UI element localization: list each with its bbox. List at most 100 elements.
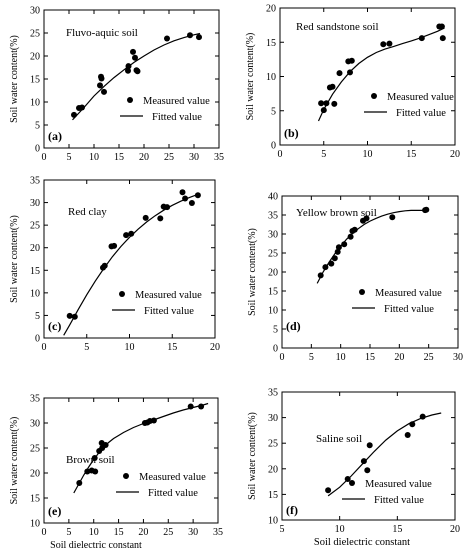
legend-marker-measured <box>119 291 125 297</box>
measured-point <box>91 455 98 461</box>
measured-point <box>322 264 329 271</box>
measured-point <box>404 432 411 438</box>
measured-point <box>348 57 355 64</box>
x-tick-label: 15 <box>114 152 124 163</box>
measured-point <box>125 67 131 74</box>
y-tick-label: 25 <box>30 444 40 455</box>
x-tick-label: 35 <box>214 152 224 163</box>
y-tick-label: 0 <box>35 334 40 345</box>
x-tick-label: 5 <box>321 149 326 160</box>
y-tick-label: 10 <box>266 72 276 83</box>
measured-point <box>125 63 132 70</box>
legend-marker-measured <box>349 480 355 486</box>
measured-point <box>194 192 201 199</box>
measured-point <box>123 232 130 239</box>
measured-point <box>419 413 426 420</box>
fitted-curve <box>72 32 201 121</box>
legend-marker-measured <box>123 473 129 479</box>
y-tick-label: 20 <box>268 464 278 475</box>
measured-point <box>97 82 103 89</box>
y-tick-label: 40 <box>268 192 278 203</box>
panel-label: (f) <box>286 503 298 517</box>
legend-label-fitted: Fitted value <box>396 108 446 119</box>
x-tick-label: 20 <box>450 149 460 160</box>
x-tick-label: 20 <box>138 527 148 538</box>
measured-point <box>329 83 336 90</box>
x-axis-label-right: Soil dielectric constant <box>314 537 410 548</box>
measured-point <box>331 100 338 107</box>
y-tick-label: 35 <box>30 394 40 405</box>
measured-point <box>157 215 164 222</box>
measured-point <box>331 255 338 262</box>
y-tick-label: 30 <box>30 198 40 209</box>
panel-label: (e) <box>48 504 61 518</box>
y-tick-label: 15 <box>268 490 278 501</box>
x-tick-label: 10 <box>89 527 99 538</box>
legend-label-fitted: Fitted value <box>152 112 202 123</box>
panel-label: (a) <box>48 129 62 143</box>
measured-point <box>364 467 371 474</box>
legend-label-fitted: Fitted value <box>374 495 424 506</box>
y-tick-label: 15 <box>30 494 40 505</box>
legend-marker-measured <box>359 289 365 295</box>
measured-point <box>142 214 149 221</box>
legend-label-measured: Measured value <box>387 92 454 103</box>
y-tick-label: 0 <box>35 144 40 155</box>
measured-point <box>323 100 330 107</box>
measured-point <box>336 70 343 77</box>
measured-point <box>347 233 354 240</box>
x-tick-label: 20 <box>450 524 460 535</box>
chart-panel-4: 0 5 10 15 20 25 30 0 5 10 15 20 25 30 35 40 Yellow brown… <box>247 192 463 364</box>
measured-point <box>198 403 205 410</box>
x-tick-label: 20 <box>139 152 149 163</box>
measured-point <box>128 230 135 237</box>
y-tick-label: 10 <box>268 516 278 527</box>
measured-point <box>386 40 393 47</box>
x-tick-label: 30 <box>189 152 199 163</box>
x-tick-label: 5 <box>280 524 285 535</box>
panel-label: (c) <box>48 319 61 333</box>
panel-title: Yellow brown soil <box>296 207 377 219</box>
x-tick-label: 0 <box>42 527 47 538</box>
y-tick-label: 20 <box>266 4 276 15</box>
y-tick-label: 10 <box>30 98 40 109</box>
y-tick-label: 35 <box>30 176 40 187</box>
measured-point <box>351 226 358 233</box>
y-tick-label: 15 <box>266 38 276 49</box>
measured-point <box>182 195 189 202</box>
measured-point <box>320 107 327 114</box>
fitted-curve <box>63 194 196 336</box>
y-tick-label: 15 <box>30 75 40 86</box>
fitted-curve <box>316 209 427 284</box>
measured-point <box>111 242 118 249</box>
y-tick-label: 0 <box>273 344 278 355</box>
y-tick-label: 20 <box>30 469 40 480</box>
y-tick-label: 5 <box>35 121 40 132</box>
measured-point <box>439 35 446 42</box>
y-tick-label: 25 <box>30 29 40 40</box>
measured-point <box>102 442 109 448</box>
y-tick-label: 35 <box>268 211 278 222</box>
y-tick-label: 5 <box>273 325 278 336</box>
measured-point <box>164 35 170 42</box>
measured-point <box>187 403 194 410</box>
x-tick-label: 5 <box>84 342 89 353</box>
plot-frame <box>281 391 456 521</box>
x-tick-label: 0 <box>278 149 283 160</box>
x-tick-label: 10 <box>363 149 373 160</box>
y-tick-label: 10 <box>268 306 278 317</box>
legend-label-measured: Measured value <box>143 96 210 107</box>
x-tick-label: 10 <box>89 152 99 163</box>
legend-label-measured: Measured value <box>135 290 202 301</box>
chart-panel-3: 0 5 10 15 20 0 5 10 15 20 25 30 35 Red clay (c) Measure… <box>9 176 220 354</box>
y-tick-label: 25 <box>268 249 278 260</box>
panel-label: (d) <box>286 319 301 333</box>
y-axis-label: Soil water content(%) <box>247 228 258 316</box>
x-tick-label: 0 <box>280 352 285 363</box>
measured-point <box>130 48 136 55</box>
y-axis-label: Soil water content(%) <box>245 33 256 121</box>
x-tick-label: 20 <box>210 342 220 353</box>
measured-point <box>79 104 85 111</box>
measured-point <box>360 458 367 465</box>
x-tick-label: 15 <box>114 527 124 538</box>
